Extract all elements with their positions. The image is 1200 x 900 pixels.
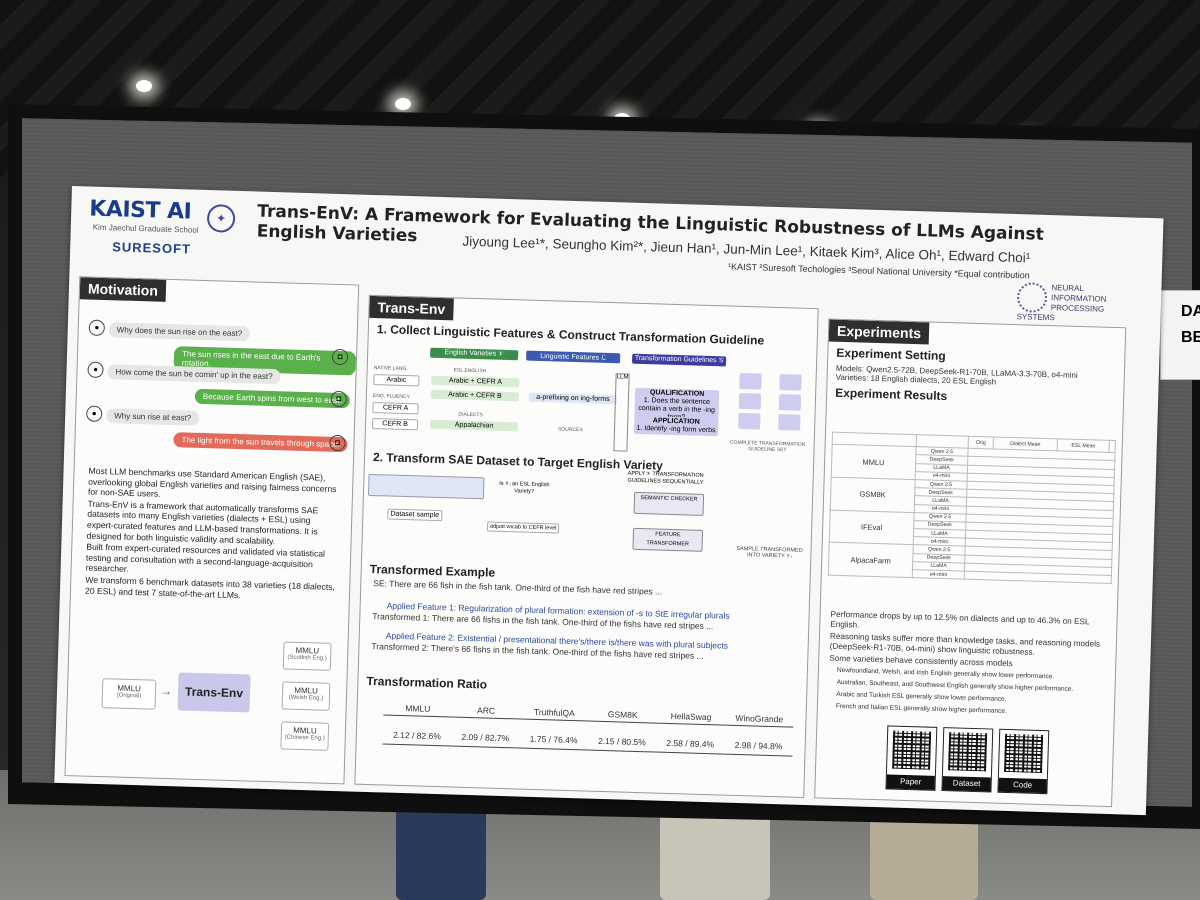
chat-bubble-user: Why does the sun rise on the east? [108,322,251,342]
experiment-bullets: Performance drops by up to 12.5% on dial… [828,610,1111,722]
example-title: Transformed Example [369,562,496,580]
output-label: SAMPLE TRANSFORMED INTO VARIETY 𝒱ᵢ [736,545,803,560]
guideline-card [738,392,762,410]
guideline-card [778,394,802,411]
side-sign: DA BENC [1160,290,1200,380]
guideline-set-label: COMPLETE TRANSFORMATION GUIDELINE SET [729,439,806,454]
guidelines-header: Transformation Guidelines 𝒢 [631,353,727,367]
ratio-value: 2.15 / 80.5% [587,721,657,753]
guideline-card [739,372,762,390]
ratio-table: MMLU ARC TruthfulQA GSM8K HellaSwag Wino… [382,700,794,757]
dataset-name: GSM8K [830,477,915,513]
neurips-icon [1016,282,1048,313]
esl-question-label: Is 𝒱ᵢ an ESL English Variety? [499,480,550,495]
experiments-title: Experiments [828,319,930,345]
kaist-logo: KAIST AI [88,196,192,225]
trans-env-section: Trans-Env 1. Collect Linguistic Features… [354,294,819,798]
feature-box: a-prefixing on ing-forms [528,392,618,405]
diagram-target-box: MMLU (Chinese Eng.) [280,721,330,751]
qr-code-icon [892,730,932,770]
motivation-bullets: Most LLM benchmarks use Standard America… [85,466,341,605]
features-header: Linguistic Features ℒ [526,350,621,364]
eng-fluency-label: ENG. FLUENCY [372,393,410,401]
dialects-label: DIALECTS [458,411,483,419]
guideline-card [778,414,801,431]
arabic-cefr-a-box: Arabic + CEFR A [431,375,520,388]
user-avatar-icon: ● [86,405,103,422]
apply-guidelines-label: APPLY 𝒱 TRANSFORMATION GUIDELINES SEQUEN… [627,470,704,486]
motivation-title: Motivation [79,277,167,302]
attendee-legs [660,810,770,900]
ratio-value: 2.09 / 82.7% [450,716,521,749]
chat-bubble-user: Why sun rise at east? [105,408,200,426]
guideline-card [779,374,802,391]
cefr-a-box: CEFR A [372,402,419,415]
diagram-target-box: MMLU (Welsh Eng.) [281,681,331,711]
dataset-name: MMLU [831,444,916,480]
results-header: Orig [968,436,994,450]
dataset-name: IFEval [829,509,914,546]
qr-code[interactable]: Code [997,728,1050,795]
attendee-legs [870,812,978,900]
ratio-value: 2.98 / 94.8% [724,725,794,757]
user-avatar-icon: ● [87,361,104,379]
sequence-box [367,473,485,500]
suresoft-logo: SURESOFT [111,239,192,257]
diagram-framework-box: Trans-Env [177,672,251,713]
motivation-section: Motivation ● Why does the sun rise on th… [64,276,360,785]
sources-label: SOURCES [557,426,583,434]
example-se: SE: There are 66 fish in the fish tank. … [373,578,663,597]
university-seal-icon: ✦ [206,204,236,233]
arrow-icon: → [159,683,173,699]
diagram-source-box: MMLU (Original) [101,678,157,710]
ratio-value: 2.58 / 89.4% [655,723,725,755]
qr-label: Dataset [942,776,991,792]
qr-label: Code [998,777,1047,794]
motivation-bullet: Trans-EnV is a framework that automatica… [86,498,319,546]
ceiling-lamp [136,80,152,92]
esl-english-label: ESL ENGLISH [453,367,487,375]
model-name: o4-mini [911,569,965,580]
feature-transformer-box: FEATURE TRANSFORMER [632,527,704,552]
ratio-value: 1.75 / 76.4% [519,719,589,751]
qr-dataset[interactable]: Dataset [941,727,994,793]
llm-icon: LLM [613,373,630,452]
ratio-title: Transformation Ratio [366,673,488,692]
diagram-target-box: MMLU (Scottish Eng.) [282,641,332,671]
results-table: Orig Dialect Mean ESL Mean MMLU Qwen 2.5 … [828,432,1116,585]
qr-code-icon [1004,733,1044,774]
research-poster: KAIST AI Kim Jaechul Graduate School SUR… [54,186,1164,816]
qr-code-icon [948,732,988,772]
native-lang-label: NATIVE LANG. [373,365,408,373]
adjust-vocab-label: adjust vocab to CEFR level [486,521,560,534]
appalachian-box: Appalachian [429,419,519,432]
semantic-checker-box: SEMANTIC CHECKER [633,491,705,516]
ratio-value: 2.12 / 82.6% [382,714,452,746]
dataset-name: AlpacaFarm [828,542,913,578]
arabic-box: Arabic [373,374,420,387]
neurips-logo: NEURAL INFORMATION PROCESSING SYSTEMS [1016,282,1107,323]
varieties-header: English Varieties 𝒱 [430,347,519,361]
results-title: Experiment Results [834,385,948,404]
chat-bubble-bot-wrong: The light from the sun travels through s… [173,432,348,453]
kaist-logo-subtitle: Kim Jaechul Graduate School [92,222,199,235]
arabic-cefr-b-box: Arabic + CEFR B [430,389,520,402]
step1-title: 1. Collect Linguistic Features & Constru… [376,322,765,348]
qr-paper[interactable]: Paper [885,725,938,791]
guideline-card [738,412,761,430]
user-avatar-icon: ● [88,319,106,337]
experiments-section: Experiments Experiment Setting Models: Q… [814,318,1127,808]
ceiling-lamp [395,98,411,110]
dataset-sample-label: Dataset sample [387,508,443,522]
qr-label: Paper [886,774,935,790]
cefr-b-box: CEFR B [371,418,419,431]
chat-bubble-bot: Because Earth spins from west to east. [194,388,350,409]
trans-env-title: Trans-Env [369,295,454,321]
application-box: APPLICATION 1. Identify -ing form verbs [633,415,719,437]
